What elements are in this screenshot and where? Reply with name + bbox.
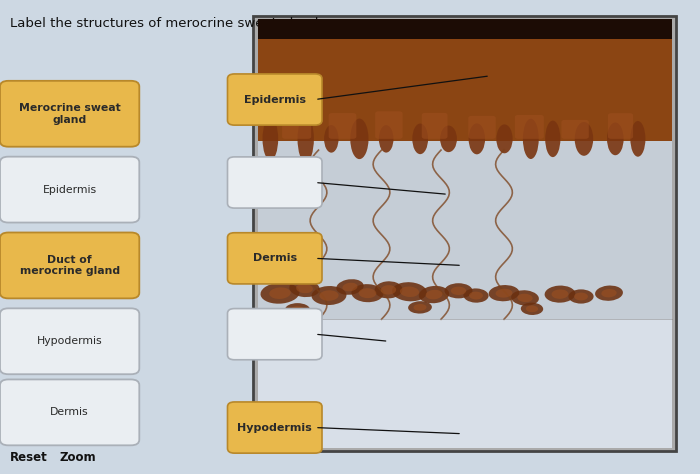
Ellipse shape — [444, 283, 472, 299]
Ellipse shape — [575, 122, 593, 156]
FancyBboxPatch shape — [375, 111, 402, 139]
Text: Epidermis: Epidermis — [244, 94, 306, 105]
Ellipse shape — [468, 123, 485, 155]
FancyBboxPatch shape — [0, 232, 139, 299]
Ellipse shape — [374, 281, 402, 299]
Ellipse shape — [379, 125, 393, 153]
Ellipse shape — [336, 279, 364, 295]
Ellipse shape — [496, 124, 512, 153]
Ellipse shape — [574, 292, 588, 301]
FancyBboxPatch shape — [228, 74, 322, 125]
Text: Label the structures of merocrine sweat glands.: Label the structures of merocrine sweat … — [10, 17, 329, 29]
Ellipse shape — [607, 122, 624, 155]
FancyBboxPatch shape — [329, 113, 356, 139]
Text: Reset: Reset — [10, 451, 48, 464]
Ellipse shape — [523, 118, 539, 159]
Ellipse shape — [350, 118, 368, 159]
Text: Zoom: Zoom — [60, 451, 96, 464]
Ellipse shape — [312, 286, 346, 305]
FancyBboxPatch shape — [258, 319, 672, 448]
Ellipse shape — [408, 301, 432, 314]
Ellipse shape — [289, 280, 320, 297]
Ellipse shape — [324, 125, 339, 153]
Ellipse shape — [496, 289, 512, 298]
Ellipse shape — [526, 305, 538, 312]
FancyBboxPatch shape — [0, 379, 139, 446]
Ellipse shape — [595, 285, 623, 301]
Ellipse shape — [290, 306, 304, 313]
Ellipse shape — [358, 288, 377, 298]
Ellipse shape — [270, 287, 290, 299]
Ellipse shape — [381, 285, 396, 294]
Ellipse shape — [285, 303, 310, 317]
Ellipse shape — [342, 283, 358, 292]
FancyBboxPatch shape — [228, 157, 322, 208]
Text: Duct of
merocrine gland: Duct of merocrine gland — [20, 255, 120, 276]
Ellipse shape — [298, 115, 314, 162]
FancyBboxPatch shape — [253, 16, 676, 451]
FancyBboxPatch shape — [228, 309, 322, 360]
Ellipse shape — [451, 287, 466, 295]
Ellipse shape — [412, 124, 428, 154]
FancyBboxPatch shape — [258, 19, 672, 39]
FancyBboxPatch shape — [228, 402, 322, 453]
Ellipse shape — [601, 289, 617, 297]
FancyBboxPatch shape — [561, 120, 589, 139]
FancyBboxPatch shape — [421, 113, 447, 139]
Ellipse shape — [260, 283, 300, 304]
FancyBboxPatch shape — [514, 115, 544, 139]
Ellipse shape — [262, 118, 278, 160]
Text: Hypodermis: Hypodermis — [37, 336, 102, 346]
Text: Dermis: Dermis — [253, 253, 297, 264]
FancyBboxPatch shape — [282, 117, 312, 139]
FancyBboxPatch shape — [228, 233, 322, 284]
Ellipse shape — [568, 289, 594, 304]
Ellipse shape — [545, 120, 561, 157]
FancyBboxPatch shape — [608, 113, 633, 139]
Ellipse shape — [517, 294, 533, 302]
Ellipse shape — [469, 292, 483, 300]
Ellipse shape — [552, 290, 568, 299]
Ellipse shape — [521, 302, 543, 315]
Text: Dermis: Dermis — [50, 407, 89, 418]
Text: Epidermis: Epidermis — [43, 184, 97, 195]
Ellipse shape — [511, 290, 539, 306]
FancyBboxPatch shape — [258, 19, 672, 141]
Ellipse shape — [545, 285, 575, 303]
FancyBboxPatch shape — [0, 81, 139, 147]
Ellipse shape — [351, 284, 384, 302]
Ellipse shape — [296, 283, 313, 293]
Text: Hypodermis: Hypodermis — [237, 422, 312, 433]
Ellipse shape — [463, 288, 489, 303]
Ellipse shape — [392, 282, 427, 301]
FancyBboxPatch shape — [258, 141, 672, 319]
Ellipse shape — [400, 286, 419, 297]
Ellipse shape — [414, 304, 426, 311]
Ellipse shape — [440, 126, 457, 152]
FancyBboxPatch shape — [0, 309, 139, 374]
Ellipse shape — [631, 121, 645, 157]
Ellipse shape — [419, 286, 449, 303]
FancyBboxPatch shape — [0, 156, 139, 223]
Text: Merocrine sweat
gland: Merocrine sweat gland — [19, 103, 120, 125]
Ellipse shape — [489, 285, 519, 301]
Ellipse shape — [426, 290, 442, 300]
FancyBboxPatch shape — [468, 116, 496, 139]
Ellipse shape — [319, 290, 339, 301]
